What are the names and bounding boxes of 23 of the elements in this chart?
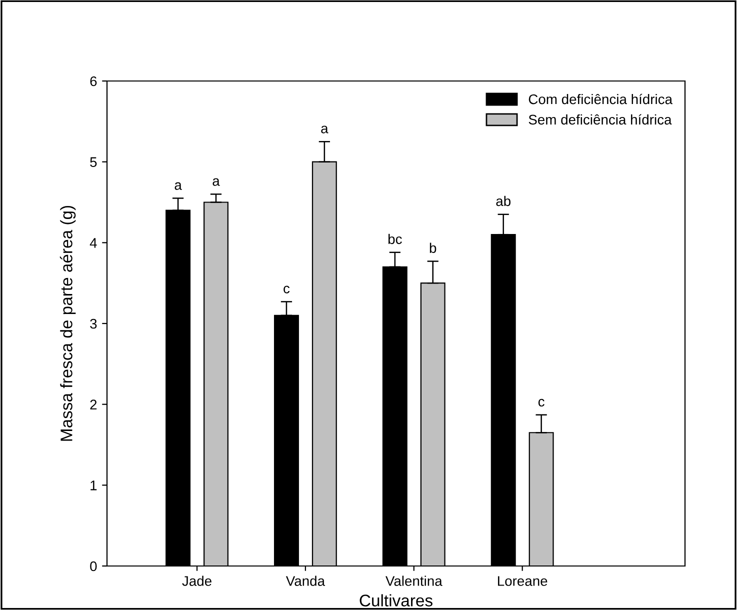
y-tick-label: 3 xyxy=(90,318,97,329)
data-label: a xyxy=(321,126,328,134)
data-label: a xyxy=(212,178,220,186)
y-tick-label: 2 xyxy=(90,400,97,410)
data-label: c xyxy=(538,398,544,407)
data-label: ab xyxy=(496,196,510,206)
y-axis-title: Massa fresca de parte aérea (g) xyxy=(60,206,76,441)
x-axis-title: Cultivares xyxy=(360,594,432,606)
legend-label: Com deficiência hídrica xyxy=(528,94,673,104)
data-label: c xyxy=(284,286,290,294)
data-label: a xyxy=(174,182,182,190)
legend-label: Sem deficiência hídrica xyxy=(528,114,672,125)
y-tick-label: 0 xyxy=(90,561,97,572)
x-tick-label: Jade xyxy=(182,576,212,586)
y-tick-label: 1 xyxy=(90,480,97,490)
y-tick-label: 6 xyxy=(90,76,97,86)
x-tick-label: Valentina xyxy=(386,576,442,586)
data-label: b xyxy=(430,242,436,253)
x-tick-label: Loreane xyxy=(498,576,548,586)
x-tick-label: Vanda xyxy=(286,576,326,586)
y-tick-label: 4 xyxy=(90,238,97,248)
y-tick-label: 5 xyxy=(90,157,97,168)
data-label: bc xyxy=(388,234,402,244)
